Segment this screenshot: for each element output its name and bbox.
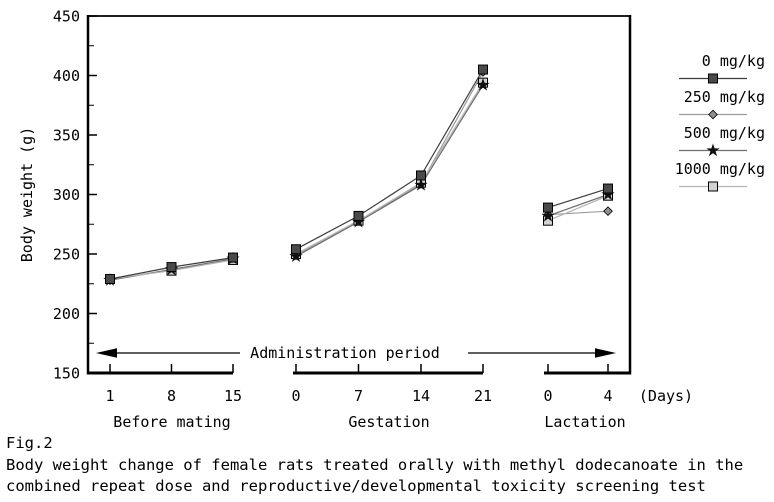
x-tick-label: 21 [474,387,492,405]
legend-item-250-mg-kg: 250 mg/kg [679,88,765,120]
marker-square-dark [166,262,177,273]
legend-label: 250 mg/kg [684,88,765,106]
series-line-500-mg-kg [295,84,484,257]
x-tick-label: 15 [224,387,242,405]
marker-square-dark [291,244,301,255]
marker-square-dark [105,273,115,284]
series-line-0-mg-kg [547,188,609,209]
x-tick-label: 4 [603,387,612,405]
y-tick-label: 350 [53,127,80,145]
legend-item-0-mg-kg: 0 mg/kg [679,52,765,84]
series-markers [103,64,615,286]
administration-period-annotation: Administration period [96,344,616,362]
series-line-1000-mg-kg [295,82,484,255]
y-tick-label: 400 [53,67,80,85]
marker-square-dark [708,73,718,84]
caption-line-1: Body weight change of female rats treate… [6,455,744,474]
series-lines [109,69,609,281]
marker-square-light [708,181,718,192]
plot-frame [86,15,632,375]
legend-label: 0 mg/kg [702,52,765,70]
x-axis-lactation: 0 4 Lactation [543,364,630,431]
marker-star [289,249,303,263]
caption-line-2: combined repeat dose and reproductive/de… [6,477,706,495]
series-line-250-mg-kg [295,71,484,256]
legend-label: 500 mg/kg [684,124,765,142]
section-label: Before mating [113,413,230,431]
figure-caption: Fig.2 Body weight change of female rats … [6,433,743,498]
marker-square-dark [603,183,613,194]
marker-diamond [603,206,613,217]
series-line-1000-mg-kg [547,195,609,222]
marker-square-dark [543,202,553,213]
y-tick-label: 150 [53,365,80,383]
x-tick-label: 1 [105,387,114,405]
series-line-250-mg-kg [547,210,609,216]
y-tick-label: 300 [53,186,80,204]
marker-square-dark [228,252,238,263]
legend-label: 1000 mg/kg [675,160,765,178]
legend: 0 mg/kg 250 mg/kg 500 mg/kg 1000 mg/kg [675,52,765,192]
admin-arrow-right-head [595,348,616,358]
marker-star [414,177,428,191]
administration-period-label: Administration period [250,344,440,362]
marker-star [476,78,490,91]
x-tick-label: 7 [354,387,363,405]
legend-item-1000-mg-kg: 1000 mg/kg [675,160,765,192]
x-axis-unit-label: (Days) [639,387,693,405]
y-axis: 450 400 350 300 250 200 150 Body weight (g) [18,8,97,383]
section-label: Gestation [348,413,429,431]
x-axis-gestation: 0 7 14 21 Gestation [291,364,492,431]
y-tick-label: 450 [53,8,80,26]
marker-square-dark [478,64,488,75]
marker-diamond [708,109,718,120]
x-tick-label: 0 [543,387,552,405]
y-tick-label: 200 [53,305,80,323]
marker-square-dark [353,210,364,221]
x-axis-before-mating: 1 8 15 Before mating [88,364,242,431]
series-line-500-mg-kg [547,193,609,217]
marker-star [541,208,555,222]
x-tick-label: 0 [291,387,300,405]
section-label: Lactation [544,413,625,431]
y-tick-label: 250 [53,246,80,264]
marker-star [706,143,720,157]
x-tick-label: 14 [412,387,430,405]
legend-item-500-mg-kg: 500 mg/kg [679,124,765,157]
x-tick-label: 8 [167,387,176,405]
series-line-0-mg-kg [295,69,484,250]
admin-arrow-left-head [96,348,117,358]
figure-label: Fig.2 [6,434,53,452]
y-axis-title: Body weight (g) [18,127,36,262]
marker-square-dark [416,170,426,181]
